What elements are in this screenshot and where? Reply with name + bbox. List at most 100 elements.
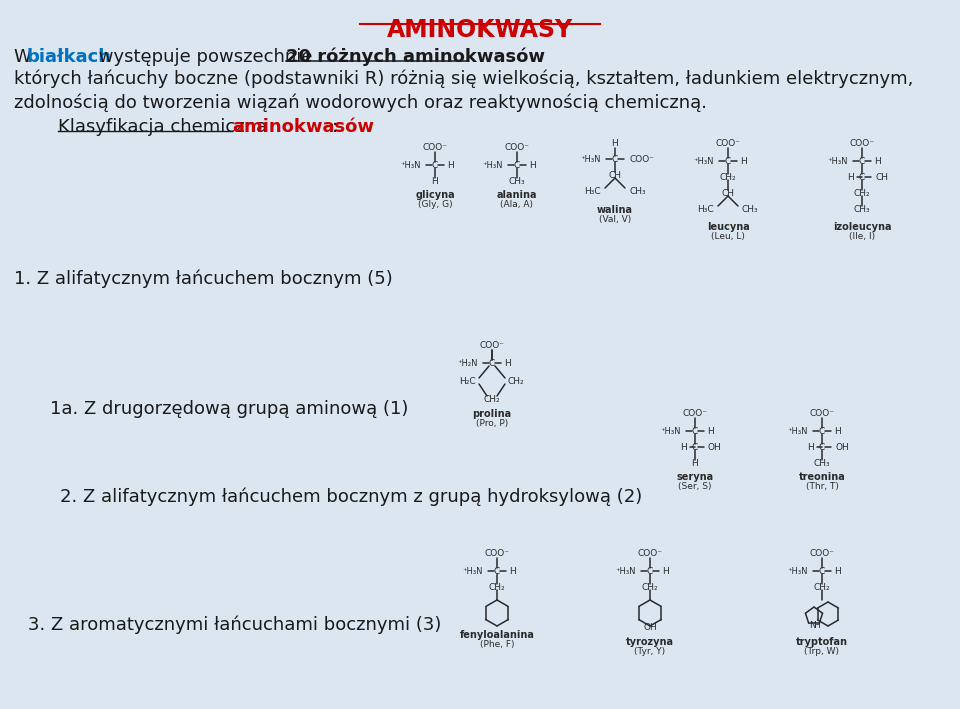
Text: alanina: alanina [496,190,538,200]
Text: COO⁻: COO⁻ [683,409,708,418]
Text: H₂C: H₂C [460,376,476,386]
Text: CH₃: CH₃ [814,459,830,467]
Text: ⁺H₃N: ⁺H₃N [787,566,808,576]
Text: COO⁻: COO⁻ [715,139,740,148]
Text: ⁺H₃N: ⁺H₃N [400,160,421,169]
Text: 1a. Z drugorzędową grupą aminową (1): 1a. Z drugorzędową grupą aminową (1) [50,400,408,418]
Text: W: W [14,48,37,66]
Text: CH₂: CH₂ [853,189,871,198]
Text: izoleucyna: izoleucyna [832,222,891,232]
Text: C: C [612,155,618,164]
Text: C: C [859,172,865,182]
Text: (Ile, I): (Ile, I) [849,232,876,241]
Text: C: C [725,157,732,165]
Text: (Leu, L): (Leu, L) [711,232,745,241]
Text: których łańcuchy boczne (podstawniki R) różnią się wielkością, kształtem, ładunk: których łańcuchy boczne (podstawniki R) … [14,70,913,89]
Text: 20 różnych aminokwasów: 20 różnych aminokwasów [286,48,545,67]
Text: H: H [814,622,821,630]
Text: OH: OH [643,623,657,632]
Text: C: C [859,157,865,165]
Text: H: H [834,427,841,435]
Text: CH₂: CH₂ [641,583,659,591]
Text: COO⁻: COO⁻ [505,143,530,152]
Text: ⁺H₃N: ⁺H₃N [483,160,503,169]
Text: H: H [707,427,713,435]
Text: białkach: białkach [26,48,111,66]
Text: leucyna: leucyna [707,222,750,232]
Text: H: H [681,442,687,452]
Text: CH₂: CH₂ [508,376,524,386]
Text: prolina: prolina [472,409,512,419]
Text: COO⁻: COO⁻ [479,341,505,350]
Text: C: C [692,427,698,435]
Text: tryptofan: tryptofan [796,637,848,647]
Text: COO⁻: COO⁻ [809,409,834,418]
Text: C: C [493,566,500,576]
Text: ⁺H₃N: ⁺H₃N [828,157,848,165]
Text: H: H [529,160,536,169]
Text: ⁺H₃N: ⁺H₃N [660,427,681,435]
Text: ⁺H₂N: ⁺H₂N [458,359,478,367]
Text: OH: OH [835,442,849,452]
Text: seryna: seryna [677,472,713,482]
Text: N: N [808,622,815,630]
Text: (Trp, W): (Trp, W) [804,647,839,656]
Text: CH: CH [722,189,734,198]
Text: H: H [807,442,814,452]
Text: 3. Z aromatycznymi łańcuchami bocznymi (3): 3. Z aromatycznymi łańcuchami bocznymi (… [28,615,442,634]
Text: walina: walina [597,205,633,215]
Text: CH₂: CH₂ [814,583,830,591]
Text: H: H [834,566,841,576]
Text: H: H [848,172,854,182]
Text: CH₂: CH₂ [489,583,505,591]
Text: CH₃: CH₃ [629,186,646,196]
Text: CH: CH [875,172,888,182]
Text: H: H [447,160,454,169]
Text: CH₂: CH₂ [484,394,500,403]
Text: COO⁻: COO⁻ [850,139,875,148]
Text: tyrozyna: tyrozyna [626,637,674,647]
Text: ⁺H₃N: ⁺H₃N [693,157,714,165]
Text: H: H [662,566,669,576]
Text: CH₂: CH₂ [720,172,736,182]
Text: C: C [647,566,653,576]
Text: (Gly, G): (Gly, G) [418,200,452,209]
Text: H: H [874,157,880,165]
Text: (Phe, F): (Phe, F) [480,640,515,649]
Text: COO⁻: COO⁻ [629,155,654,164]
Text: zdolnością do tworzenia wiązań wodorowych oraz reaktywnością chemiczną.: zdolnością do tworzenia wiązań wodorowyc… [14,93,707,111]
Text: H₃C: H₃C [697,204,714,213]
Text: CH: CH [609,170,621,179]
Text: treonina: treonina [799,472,846,482]
Text: (Thr, T): (Thr, T) [805,482,838,491]
Text: C: C [514,160,520,169]
Text: występuje powszechnie: występuje powszechnie [93,48,319,66]
Text: ⁺H₃N: ⁺H₃N [615,566,636,576]
Text: C: C [819,427,826,435]
Text: (Ser, S): (Ser, S) [679,482,711,491]
Text: H: H [432,177,439,186]
Text: COO⁻: COO⁻ [809,549,834,558]
Text: COO⁻: COO⁻ [485,549,510,558]
Text: C: C [692,442,698,452]
Text: ⁺H₃N: ⁺H₃N [581,155,601,164]
Text: (Pro, P): (Pro, P) [476,419,508,428]
Text: :: : [332,118,338,136]
Text: CH₃: CH₃ [509,177,525,186]
Text: (Val, V): (Val, V) [599,215,631,224]
Text: C: C [489,359,495,367]
Text: 1. Z alifatycznym łańcuchem bocznym (5): 1. Z alifatycznym łańcuchem bocznym (5) [14,270,393,289]
Text: AMINOKWASY: AMINOKWASY [387,18,573,42]
Text: ⁺H₃N: ⁺H₃N [463,566,483,576]
Text: (Tyr, Y): (Tyr, Y) [635,647,665,656]
Text: H: H [740,157,747,165]
Text: 2. Z alifatycznym łańcuchem bocznym z grupą hydroksylową (2): 2. Z alifatycznym łańcuchem bocznym z gr… [60,487,642,506]
Text: OH: OH [708,442,722,452]
Text: (Ala, A): (Ala, A) [500,200,534,209]
Text: ⁺H₃N: ⁺H₃N [787,427,808,435]
Text: COO⁻: COO⁻ [637,549,662,558]
Text: H: H [612,139,618,148]
Text: glicyna: glicyna [415,190,455,200]
Text: C: C [819,566,826,576]
Text: CH₃: CH₃ [853,204,871,213]
